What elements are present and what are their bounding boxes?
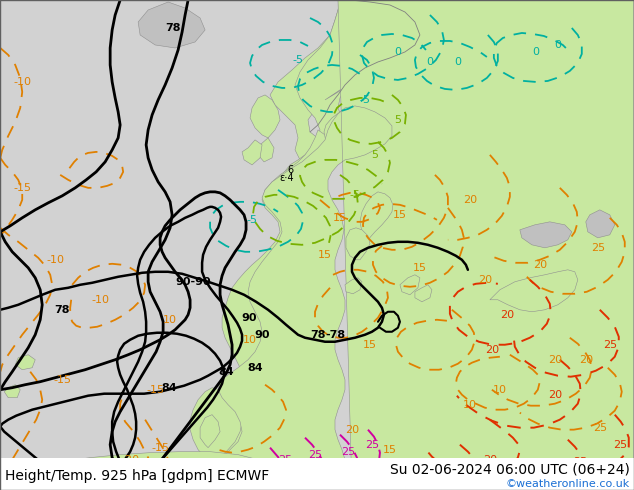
Polygon shape bbox=[520, 222, 572, 248]
Polygon shape bbox=[0, 452, 278, 490]
Text: 15: 15 bbox=[393, 210, 407, 220]
Text: 25: 25 bbox=[573, 457, 587, 466]
Text: 10: 10 bbox=[243, 335, 257, 345]
Polygon shape bbox=[280, 0, 430, 200]
Text: 25: 25 bbox=[603, 340, 617, 350]
Text: 25: 25 bbox=[308, 450, 322, 460]
Text: 10: 10 bbox=[463, 400, 477, 410]
Polygon shape bbox=[360, 192, 393, 240]
Text: 84: 84 bbox=[247, 363, 263, 373]
Text: 15: 15 bbox=[383, 444, 397, 455]
Text: 20: 20 bbox=[548, 390, 562, 400]
Text: 10: 10 bbox=[163, 315, 177, 325]
Polygon shape bbox=[215, 0, 634, 490]
Polygon shape bbox=[4, 385, 20, 398]
Polygon shape bbox=[138, 2, 205, 48]
Text: 20: 20 bbox=[579, 355, 593, 365]
Text: -15: -15 bbox=[146, 385, 164, 395]
Text: 5: 5 bbox=[394, 115, 401, 125]
Text: -5: -5 bbox=[349, 190, 361, 200]
Text: 25: 25 bbox=[591, 243, 605, 253]
Text: -5: -5 bbox=[247, 215, 257, 225]
Text: -78: -78 bbox=[325, 330, 345, 340]
Text: Height/Temp. 925 hPa [gdpm] ECMWF: Height/Temp. 925 hPa [gdpm] ECMWF bbox=[5, 468, 269, 483]
Text: 0: 0 bbox=[554, 40, 561, 50]
Text: 15: 15 bbox=[363, 340, 377, 350]
Polygon shape bbox=[346, 228, 370, 260]
Text: -10: -10 bbox=[91, 295, 109, 305]
Text: 20: 20 bbox=[548, 355, 562, 365]
Text: 6: 6 bbox=[287, 165, 293, 175]
Polygon shape bbox=[190, 388, 242, 465]
Text: 20: 20 bbox=[533, 260, 547, 270]
Text: 78: 78 bbox=[55, 305, 70, 315]
Text: -10: -10 bbox=[13, 77, 31, 87]
Text: 78: 78 bbox=[310, 330, 326, 340]
Text: 90: 90 bbox=[242, 313, 257, 323]
Text: 0: 0 bbox=[533, 47, 540, 57]
Polygon shape bbox=[415, 285, 432, 302]
Text: 0: 0 bbox=[427, 57, 434, 67]
Text: 0: 0 bbox=[455, 57, 462, 67]
Polygon shape bbox=[200, 415, 220, 448]
Text: 15: 15 bbox=[413, 263, 427, 273]
Text: 20: 20 bbox=[485, 345, 499, 355]
Text: -20: -20 bbox=[121, 455, 139, 465]
Polygon shape bbox=[270, 0, 415, 165]
Polygon shape bbox=[242, 140, 262, 165]
Text: Su 02-06-2024 06:00 UTC (06+24): Su 02-06-2024 06:00 UTC (06+24) bbox=[390, 463, 630, 477]
Polygon shape bbox=[208, 130, 330, 482]
Polygon shape bbox=[250, 95, 280, 138]
Text: 25: 25 bbox=[365, 440, 379, 450]
Polygon shape bbox=[258, 138, 274, 162]
Text: 10: 10 bbox=[493, 385, 507, 395]
Polygon shape bbox=[345, 278, 362, 294]
Text: -15: -15 bbox=[53, 375, 71, 385]
Text: 20: 20 bbox=[500, 310, 514, 320]
Polygon shape bbox=[324, 106, 388, 152]
Text: 20: 20 bbox=[483, 455, 497, 465]
Polygon shape bbox=[490, 270, 578, 312]
Text: 90-90: 90-90 bbox=[175, 277, 211, 287]
Text: 25: 25 bbox=[612, 440, 627, 450]
Text: 5: 5 bbox=[372, 150, 378, 160]
Text: ©weatheronline.co.uk: ©weatheronline.co.uk bbox=[505, 479, 630, 489]
Text: 20: 20 bbox=[478, 275, 492, 285]
Text: 0: 0 bbox=[394, 47, 401, 57]
Text: 15: 15 bbox=[318, 250, 332, 260]
Text: -15: -15 bbox=[13, 183, 31, 193]
Text: 84: 84 bbox=[218, 367, 234, 377]
Text: 15: 15 bbox=[333, 213, 347, 223]
Text: ε⋅4: ε⋅4 bbox=[280, 173, 294, 183]
Text: 20: 20 bbox=[345, 425, 359, 435]
Polygon shape bbox=[400, 275, 420, 295]
Text: -10: -10 bbox=[46, 255, 64, 265]
Text: -5: -5 bbox=[292, 55, 304, 65]
Text: 84: 84 bbox=[161, 383, 177, 392]
Text: 25: 25 bbox=[341, 447, 355, 457]
Polygon shape bbox=[0, 458, 634, 490]
Text: -15: -15 bbox=[151, 442, 169, 453]
Text: 90: 90 bbox=[254, 330, 270, 340]
Text: 20: 20 bbox=[463, 195, 477, 205]
Text: 78: 78 bbox=[165, 23, 181, 33]
Text: -5: -5 bbox=[359, 95, 370, 105]
Polygon shape bbox=[586, 210, 615, 238]
Text: 25: 25 bbox=[278, 455, 292, 465]
Text: 25: 25 bbox=[593, 423, 607, 433]
Polygon shape bbox=[15, 355, 36, 370]
